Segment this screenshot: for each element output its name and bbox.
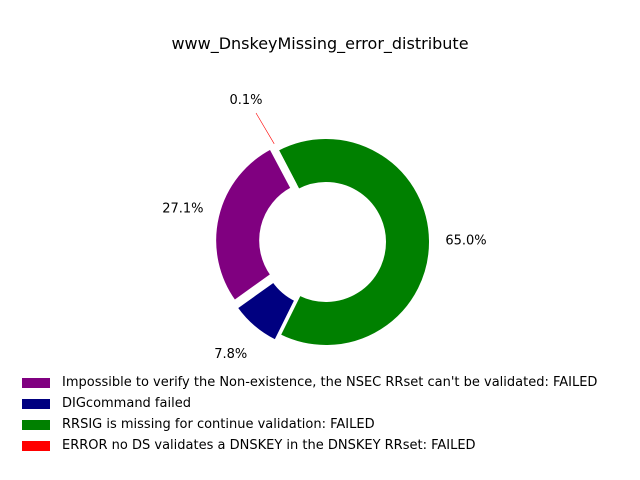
donut-slice xyxy=(214,147,293,303)
donut-chart: 27.1% 7.8% 65.0% 0.1% xyxy=(162,93,486,362)
slice-percent-label: 0.1% xyxy=(229,93,262,108)
slice-percent-label: 65.0% xyxy=(445,233,486,248)
chart-title: www_DnskeyMissing_error_distribute xyxy=(171,34,469,53)
legend-swatch xyxy=(22,440,50,451)
legend-label: ERROR no DS validates a DNSKEY in the DN… xyxy=(62,438,476,453)
donut-slice xyxy=(276,137,431,347)
donut-slice xyxy=(235,280,297,342)
legend-label: DIGcommand failed xyxy=(62,396,191,411)
legend-swatch xyxy=(22,377,50,388)
legend: Impossible to verify the Non-existence, … xyxy=(22,372,597,456)
legend-item: ERROR no DS validates a DNSKEY in the DN… xyxy=(22,435,597,456)
slice-percent-label: 7.8% xyxy=(214,347,247,362)
donut-slice xyxy=(272,142,297,186)
legend-swatch xyxy=(22,419,50,430)
leader-line xyxy=(255,112,275,144)
legend-swatch xyxy=(22,398,50,409)
legend-item: Impossible to verify the Non-existence, … xyxy=(22,372,597,393)
legend-item: DIGcommand failed xyxy=(22,393,597,414)
legend-label: Impossible to verify the Non-existence, … xyxy=(62,375,598,390)
slice-percent-label: 27.1% xyxy=(162,201,203,216)
legend-item: RRSIG is missing for continue validation… xyxy=(22,414,597,435)
legend-label: RRSIG is missing for continue validation… xyxy=(62,417,375,432)
